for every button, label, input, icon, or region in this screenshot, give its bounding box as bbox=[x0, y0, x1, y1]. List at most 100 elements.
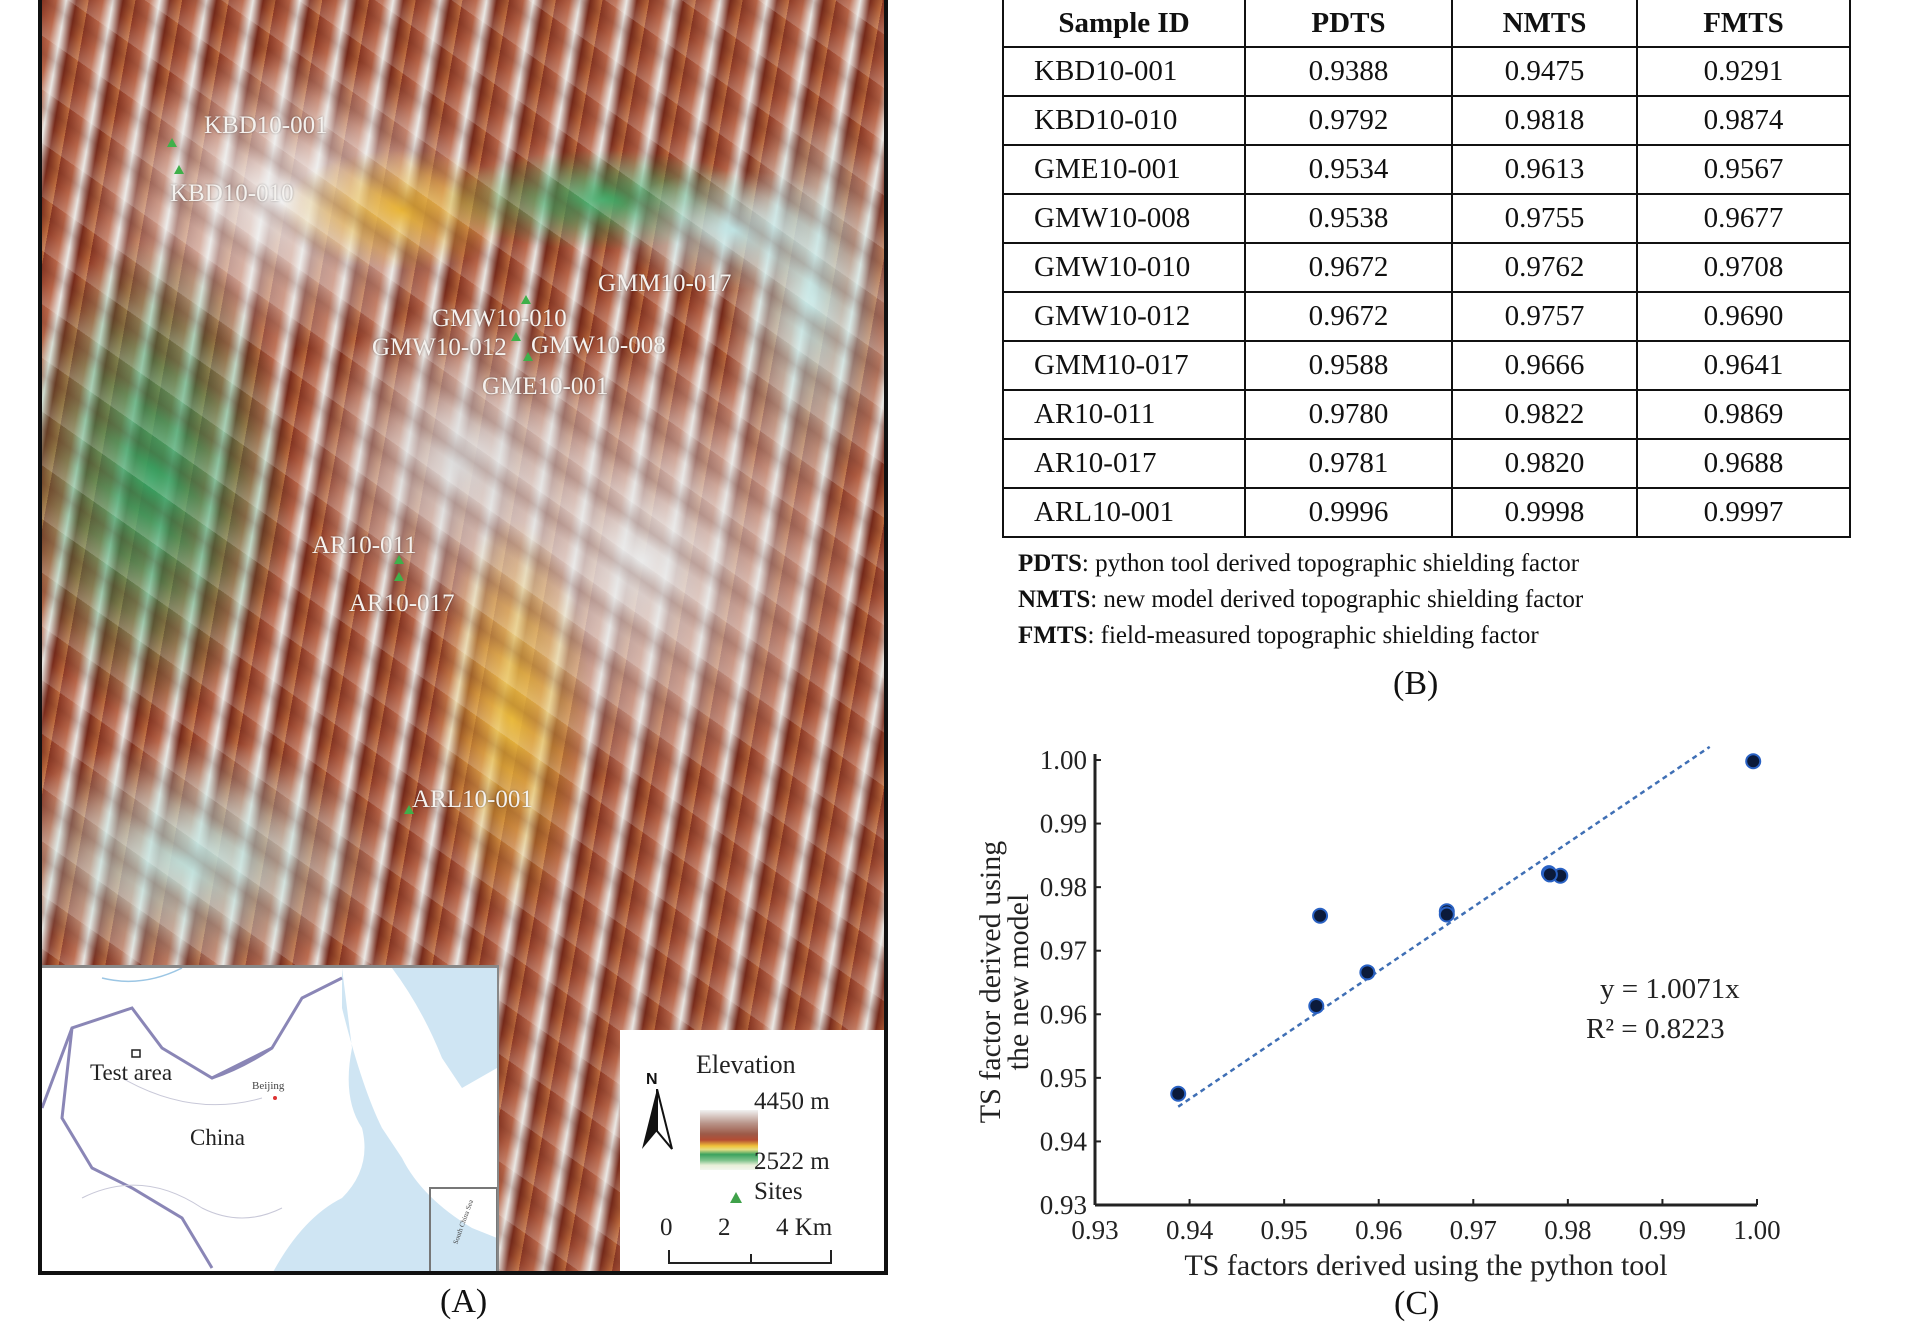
data-point bbox=[1359, 964, 1376, 981]
sample-id-cell: AR10-017 bbox=[1002, 438, 1246, 489]
abbreviation-term: PDTS bbox=[1018, 550, 1082, 577]
table-row: GMW10-012 0.9672 0.9757 0.9690 bbox=[1002, 291, 1851, 342]
value-cell: 0.9792 bbox=[1244, 95, 1453, 146]
table-row: GMW10-010 0.9672 0.9762 0.9708 bbox=[1002, 242, 1851, 293]
site-triangle-icon bbox=[394, 555, 404, 564]
value-cell: 0.9534 bbox=[1244, 144, 1453, 195]
value-cell: 0.9672 bbox=[1244, 291, 1453, 342]
beijing-label: Beijing bbox=[252, 1080, 285, 1092]
site-triangle-icon bbox=[404, 805, 414, 814]
site-triangle-icon bbox=[523, 352, 533, 361]
value-cell: 0.9690 bbox=[1636, 291, 1851, 342]
abbreviation-term: FMTS bbox=[1018, 622, 1088, 649]
table-row: GMM10-017 0.9588 0.9666 0.9641 bbox=[1002, 340, 1851, 391]
y-tick-label: 0.95 bbox=[1040, 1063, 1087, 1093]
site-label: GMW10-008 bbox=[531, 332, 666, 359]
y-tick-label: 0.94 bbox=[1040, 1126, 1088, 1156]
scale-bar bbox=[668, 1250, 832, 1264]
elevation-map: KBD10-001 KBD10-010 GMM10-017 GMW10-010 GMW1… bbox=[38, 0, 888, 1275]
abbreviation-fmts: FMTS: field-measured topographic shieldi… bbox=[1018, 622, 1539, 650]
data-point bbox=[1745, 753, 1762, 770]
data-point bbox=[1170, 1085, 1187, 1102]
x-tick-label: 0.96 bbox=[1355, 1215, 1402, 1245]
china-inset-map: Test area China Beijing South China Sea bbox=[42, 965, 499, 1271]
y-axis-label-line-2: the new model bbox=[1002, 894, 1035, 1071]
scale-label-2: 2 bbox=[718, 1214, 731, 1241]
abbreviation-definition: : new model derived topographic shieldin… bbox=[1090, 586, 1584, 613]
value-cell: 0.9818 bbox=[1451, 95, 1638, 146]
value-cell: 0.9755 bbox=[1451, 193, 1638, 244]
site-triangle-icon bbox=[394, 572, 404, 581]
sample-id-cell: GME10-001 bbox=[1002, 144, 1246, 195]
abbreviation-nmts: NMTS: new model derived topographic shie… bbox=[1018, 586, 1583, 614]
value-cell: 0.9708 bbox=[1636, 242, 1851, 293]
legend-sites-label: Sites bbox=[754, 1178, 803, 1205]
scatter-chart: 0.93 0.94 0.95 0.96 0.97 0.98 0.99 1.00 0.93 0.94… bbox=[940, 720, 1923, 1332]
data-point bbox=[1438, 906, 1455, 923]
table-row: GMW10-008 0.9538 0.9755 0.9677 bbox=[1002, 193, 1851, 244]
site-triangle-icon bbox=[730, 1192, 742, 1203]
site-label: AR10-011 bbox=[312, 532, 417, 559]
elevation-color-ramp bbox=[700, 1110, 758, 1170]
site-label: KBD10-001 bbox=[204, 112, 328, 139]
sample-id-cell: GMM10-017 bbox=[1002, 340, 1246, 391]
value-cell: 0.9475 bbox=[1451, 46, 1638, 97]
china-label: China bbox=[190, 1125, 245, 1150]
table-header-row: Sample ID PDTS NMTS FMTS bbox=[1002, 0, 1851, 48]
test-area-label: Test area bbox=[90, 1060, 173, 1085]
x-tick-label: 0.99 bbox=[1639, 1215, 1686, 1245]
r-squared-annotation: R² = 0.8223 bbox=[1586, 1013, 1725, 1045]
site-triangle-icon bbox=[167, 138, 177, 147]
value-cell: 0.9997 bbox=[1636, 487, 1851, 538]
data-point bbox=[1308, 998, 1325, 1015]
table-body: KBD10-001 0.9388 0.9475 0.9291 KBD10-010 0.97… bbox=[1002, 46, 1851, 538]
y-axis-label-line-1: TS factor derived using bbox=[974, 841, 1007, 1123]
value-cell: 0.9822 bbox=[1451, 389, 1638, 440]
value-cell: 0.9641 bbox=[1636, 340, 1851, 391]
value-cell: 0.9998 bbox=[1451, 487, 1638, 538]
scale-label-4km: 4 Km bbox=[776, 1214, 833, 1241]
site-label: AR10-017 bbox=[349, 590, 455, 617]
table-row: AR10-011 0.9780 0.9822 0.9869 bbox=[1002, 389, 1851, 440]
panel-c-caption: (C) bbox=[1394, 1285, 1440, 1322]
y-tick-label: 0.96 bbox=[1040, 999, 1087, 1029]
data-point bbox=[1541, 866, 1558, 883]
sample-id-cell: KBD10-001 bbox=[1002, 46, 1246, 97]
site-label: GME10-001 bbox=[482, 373, 609, 400]
site-label: ARL10-001 bbox=[412, 786, 533, 813]
table-row: ARL10-001 0.9996 0.9998 0.9997 bbox=[1002, 487, 1851, 538]
value-cell: 0.9291 bbox=[1636, 46, 1851, 97]
sample-id-cell: GMW10-008 bbox=[1002, 193, 1246, 244]
value-cell: 0.9780 bbox=[1244, 389, 1453, 440]
sample-id-cell: AR10-011 bbox=[1002, 389, 1246, 440]
x-tick-label: 0.98 bbox=[1544, 1215, 1591, 1245]
x-tick-label: 1.00 bbox=[1733, 1215, 1780, 1245]
value-cell: 0.9588 bbox=[1244, 340, 1453, 391]
x-tick-label: 0.95 bbox=[1261, 1215, 1308, 1245]
x-tick-label: 0.93 bbox=[1071, 1215, 1118, 1245]
value-cell: 0.9996 bbox=[1244, 487, 1453, 538]
north-label: N bbox=[646, 1071, 658, 1088]
value-cell: 0.9388 bbox=[1244, 46, 1453, 97]
value-cell: 0.9672 bbox=[1244, 242, 1453, 293]
y-tick-label: 0.93 bbox=[1040, 1190, 1087, 1220]
panel-a-caption: (A) bbox=[440, 1283, 488, 1320]
x-tick-label: 0.97 bbox=[1450, 1215, 1497, 1245]
y-tick-label: 0.99 bbox=[1040, 809, 1087, 839]
value-cell: 0.9567 bbox=[1636, 144, 1851, 195]
abbreviation-definition: : python tool derived topographic shield… bbox=[1081, 550, 1580, 577]
value-cell: 0.9762 bbox=[1451, 242, 1638, 293]
column-header-pdts: PDTS bbox=[1244, 0, 1453, 48]
abbreviation-pdts: PDTS: python tool derived topographic sh… bbox=[1018, 550, 1579, 578]
sample-id-cell: ARL10-001 bbox=[1002, 487, 1246, 538]
x-tick-label: 0.94 bbox=[1166, 1215, 1214, 1245]
china-outline-graphic bbox=[42, 968, 497, 1271]
site-triangle-icon bbox=[174, 165, 184, 174]
legend-title: Elevation bbox=[696, 1050, 796, 1079]
trendline bbox=[1177, 745, 1711, 1108]
abbreviation-term: NMTS bbox=[1018, 586, 1091, 613]
table-row: AR10-017 0.9781 0.9820 0.9688 bbox=[1002, 438, 1851, 489]
column-header-sample-id: Sample ID bbox=[1002, 0, 1246, 48]
sample-id-cell: KBD10-010 bbox=[1002, 95, 1246, 146]
y-tick-label: 0.98 bbox=[1040, 872, 1087, 902]
